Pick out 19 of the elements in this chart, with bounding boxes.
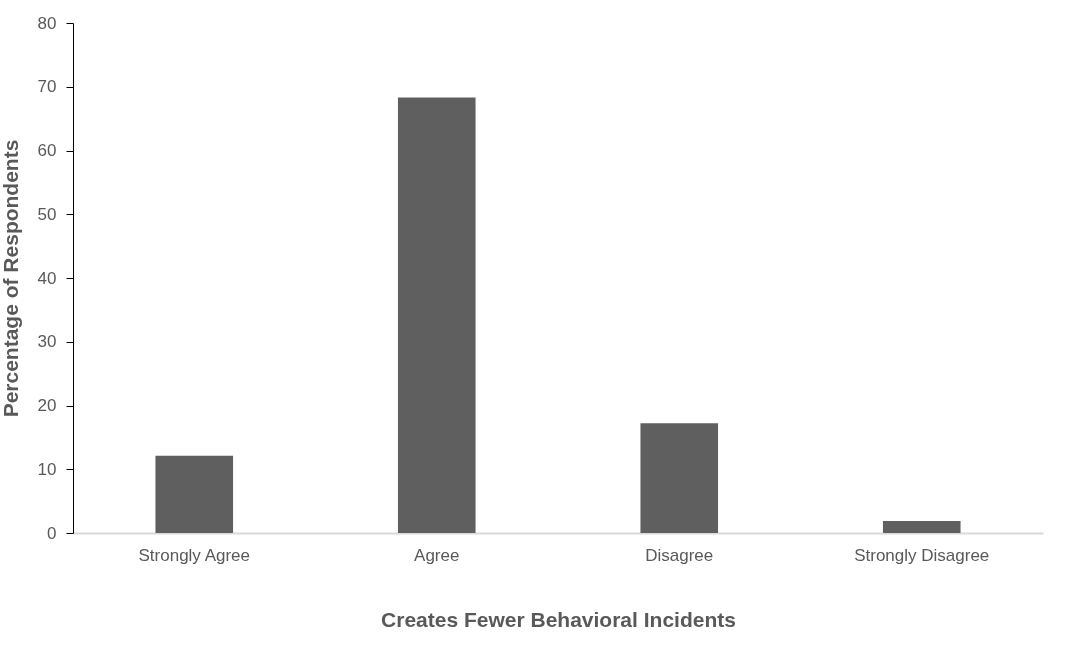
y-tick-label: 50: [37, 204, 57, 224]
bar: [882, 520, 961, 533]
y-tick-label: 10: [37, 459, 57, 479]
y-tick-label: 0: [47, 523, 57, 543]
y-tick-label: 30: [37, 332, 57, 352]
y-tick-label: 70: [37, 77, 57, 97]
x-tick-label: Agree: [414, 545, 460, 565]
x-axis-title: Creates Fewer Behavioral Incidents: [381, 607, 736, 631]
y-axis-title: Percentage of Respondents: [0, 139, 22, 418]
y-tick-label: 80: [37, 13, 57, 33]
bar: [640, 423, 719, 533]
x-tick-label: Disagree: [645, 545, 714, 565]
y-tick-label: 40: [37, 268, 57, 288]
y-tick-label: 20: [37, 396, 57, 415]
y-tick-label: 60: [37, 141, 57, 160]
bar: [155, 455, 234, 533]
x-tick-label: Strongly Agree: [138, 545, 251, 565]
x-tick-label: Strongly Disagree: [854, 545, 990, 565]
bar: [397, 97, 476, 533]
